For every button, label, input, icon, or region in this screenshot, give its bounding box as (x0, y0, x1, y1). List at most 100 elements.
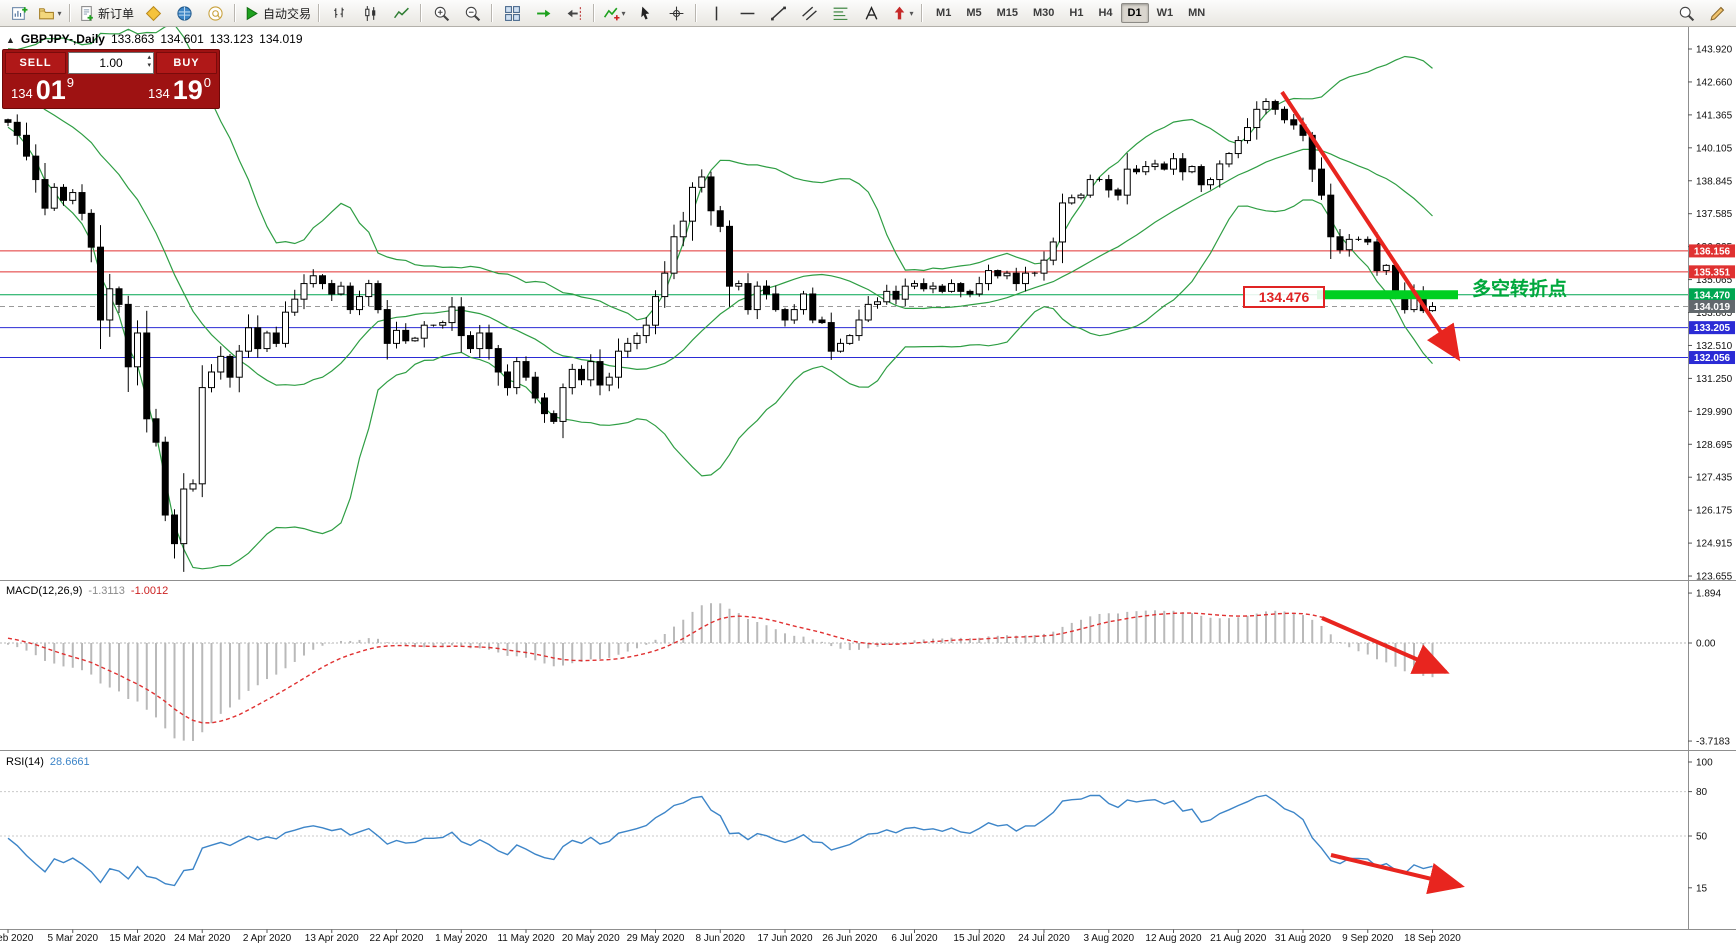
search-icon[interactable] (1671, 1, 1701, 25)
chart-window[interactable]: 143.920 142.660 141.365 140.105 138.845 137.5… (0, 27, 1736, 946)
buy-button[interactable]: BUY (156, 52, 217, 74)
line-chart-icon[interactable] (386, 1, 416, 25)
rsi-indicator (0, 791, 1688, 887)
ohlc-close: 134.019 (259, 32, 303, 46)
new-order-button[interactable]: 新订单 (75, 1, 137, 25)
macd-indicator-label: MACD(12,26,9) -1.3113 -1.0012 (6, 585, 168, 597)
crosshair-icon[interactable] (661, 1, 691, 25)
zoom-out-icon[interactable] (457, 1, 487, 25)
timeframe-m1[interactable]: M1 (936, 7, 952, 19)
y-axis-tick: 123.655 (1696, 572, 1733, 583)
arrows-icon[interactable]: ▾ (887, 1, 917, 25)
lot-spinner: ▴ ▾ (147, 54, 151, 70)
autotrading-button[interactable]: 自动交易 (240, 1, 314, 25)
x-axis-date-label: 2 Apr 2020 (243, 933, 292, 944)
rsi-panel[interactable] (0, 752, 1688, 929)
text-icon[interactable] (856, 1, 886, 25)
auto-scroll-icon[interactable] (528, 1, 558, 25)
ohlc-low: 133.123 (209, 32, 254, 46)
x-axis-date-label: 26 Jun 2020 (822, 933, 877, 944)
svg-text:135.351: 135.351 (1694, 267, 1731, 278)
main-chart-panel[interactable] (0, 27, 1688, 580)
candles-series (4, 98, 1436, 572)
toolbar-separator (69, 4, 71, 22)
macd-axis-tick: 1.894 (1696, 589, 1721, 600)
horizontal-line-icon[interactable] (732, 1, 762, 25)
trendline-icon[interactable] (763, 1, 793, 25)
sell-price-big: 01 (35, 75, 66, 105)
y-axis-tick: 138.845 (1696, 176, 1733, 187)
lot-size-input[interactable]: 1.00 ▴ ▾ (68, 52, 154, 74)
x-axis-date-label: 20 May 2020 (562, 933, 620, 944)
toolbar: ▾ 新订单 自动交易 ▾ ▾ M1 M5 M15 M30 H1 H4 D1 W1 MN (0, 0, 1736, 27)
svg-text:133.205: 133.205 (1694, 323, 1731, 334)
timeframe-mn[interactable]: MN (1188, 7, 1206, 19)
bar-chart-icon[interactable] (324, 1, 354, 25)
symbol-period-label: GBPJPY-,Daily (20, 32, 105, 46)
trend-arrow-main[interactable] (1280, 90, 1461, 362)
time-axis[interactable] (0, 929, 1736, 946)
candlestick-chart-icon[interactable] (355, 1, 385, 25)
channel-icon[interactable] (794, 1, 824, 25)
market-icon[interactable] (169, 1, 199, 25)
rsi-name: RSI(14) (6, 756, 44, 768)
lot-value[interactable]: 1.00 (99, 56, 123, 70)
timeframe-d1[interactable]: D1 (1120, 3, 1149, 23)
fibonacci-icon[interactable] (825, 1, 855, 25)
x-axis-date-label: 21 Aug 2020 (1210, 933, 1267, 944)
macd-signal-value: -1.0012 (130, 585, 169, 597)
edit-icon[interactable] (1702, 1, 1732, 25)
x-axis-date-label: 3 Aug 2020 (1083, 933, 1134, 944)
zoom-in-icon[interactable] (426, 1, 456, 25)
chevron-down-icon: ▾ (621, 8, 626, 18)
timeframe-w1[interactable]: W1 (1156, 7, 1174, 19)
community-icon[interactable] (200, 1, 230, 25)
y-axis-tick: 137.585 (1696, 209, 1733, 220)
metaeditor-icon[interactable] (138, 1, 168, 25)
tile-windows-icon[interactable] (497, 1, 527, 25)
price-tag-135.351 (1689, 265, 1735, 279)
rsi-indicator-label: RSI(14) 28.6661 (6, 756, 90, 768)
buy-price-pip: 0 (203, 75, 211, 90)
timeframe-m15[interactable]: M15 (996, 7, 1018, 19)
chart-canvas[interactable]: 143.920 142.660 141.365 140.105 138.845 137.5… (0, 27, 1736, 946)
sell-button[interactable]: SELL (5, 52, 66, 74)
zone-price-label[interactable]: 134.476 (1243, 286, 1325, 308)
chart-shift-icon[interactable] (559, 1, 589, 25)
lot-increase-button[interactable]: ▴ (147, 54, 151, 61)
timeframe-h4[interactable]: H4 (1098, 7, 1113, 19)
new-order-button-label: 新订单 (98, 6, 135, 21)
profiles-icon[interactable]: ▾ (35, 1, 65, 25)
rsi-axis-tick: 80 (1696, 787, 1708, 798)
y-axis-tick: 133.805 (1696, 308, 1733, 319)
turning-point-annotation[interactable]: 多空转折点 (1472, 279, 1568, 300)
macd-panel[interactable] (0, 583, 1688, 750)
y-axis-tick: 135.065 (1696, 275, 1733, 286)
highlight-zone[interactable] (1317, 290, 1458, 300)
autotrading-button-label: 自动交易 (263, 6, 312, 21)
timeframe-h1[interactable]: H1 (1069, 7, 1084, 19)
rsi-axis-tick: 15 (1696, 883, 1708, 894)
timeframe-m5[interactable]: M5 (966, 7, 982, 19)
y-axis-tick: 131.250 (1696, 374, 1733, 385)
vertical-line-icon[interactable] (701, 1, 731, 25)
new-chart-icon[interactable] (4, 1, 34, 25)
x-axis-date-label: 5 Feb 2020 (0, 933, 34, 944)
toolbar-separator (593, 4, 596, 22)
indicators-icon[interactable]: ▾ (599, 1, 629, 25)
sell-price[interactable]: 134 01 9 (11, 76, 74, 104)
price-axis[interactable] (1688, 27, 1736, 929)
buy-price[interactable]: 134 19 0 (148, 76, 211, 104)
trend-arrow-rsi[interactable] (1330, 853, 1465, 895)
trend-arrow-macd[interactable] (1321, 616, 1450, 674)
cursor-icon[interactable] (630, 1, 660, 25)
y-axis-tick: 143.920 (1696, 45, 1733, 56)
collapse-panel-icon[interactable]: ▲ (6, 35, 15, 45)
lot-decrease-button[interactable]: ▾ (147, 62, 151, 69)
ohlc-open: 133.863 (110, 32, 155, 46)
y-axis-tick: 142.660 (1696, 77, 1733, 88)
buy-price-big: 19 (172, 75, 203, 105)
toolbar-separator (491, 4, 494, 22)
x-axis-date-label: 1 May 2020 (435, 933, 488, 944)
timeframe-m30[interactable]: M30 (1033, 7, 1055, 19)
